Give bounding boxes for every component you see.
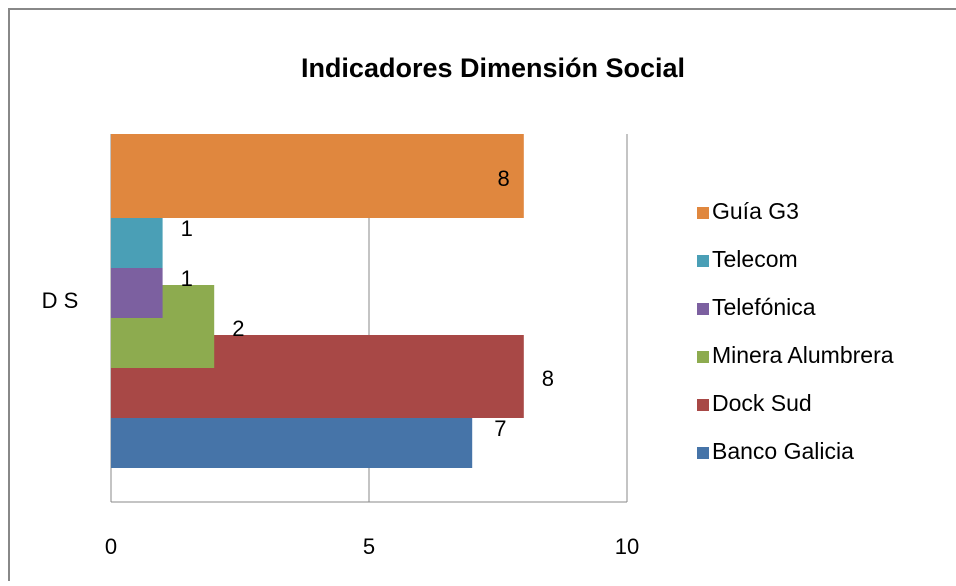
legend-swatch [697, 255, 709, 267]
legend-swatch [697, 207, 709, 219]
bar [111, 218, 163, 268]
bar [111, 134, 524, 218]
legend-swatch [697, 351, 709, 363]
chart-title: Indicadores Dimensión Social [301, 53, 685, 83]
data-label: 1 [181, 216, 193, 241]
bar [111, 268, 163, 318]
legend-label: Telecom [712, 246, 798, 272]
legend-label: Banco Galicia [712, 438, 854, 464]
legend-label: Dock Sud [712, 390, 812, 416]
legend-swatch [697, 399, 709, 411]
y-tick-label: D S [42, 288, 79, 313]
x-tick-label: 5 [363, 534, 375, 559]
legend-label: Guía G3 [712, 198, 799, 224]
data-label: 8 [542, 366, 554, 391]
legend-label: Telefónica [712, 294, 816, 320]
data-label: 8 [498, 166, 510, 191]
bar [111, 418, 473, 468]
legend-swatch [697, 303, 709, 315]
data-label: 2 [232, 316, 244, 341]
x-tick-label: 10 [615, 534, 639, 559]
data-label: 1 [181, 266, 193, 291]
legend-label: Minera Alumbrera [712, 342, 894, 368]
data-label: 7 [494, 416, 506, 441]
x-tick-label: 0 [105, 534, 117, 559]
legend-swatch [697, 447, 709, 459]
